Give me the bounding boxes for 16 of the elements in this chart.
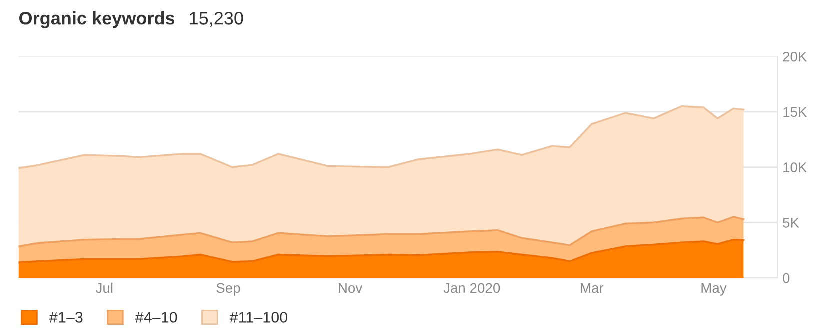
legend-label: #4–10	[135, 312, 178, 323]
y-tick-label: 15K	[784, 107, 808, 118]
y-tick-label: 0	[783, 273, 790, 284]
x-tick-label: Sep	[216, 283, 240, 296]
legend-label: #1–3	[49, 312, 83, 323]
legend-label: #11–100	[230, 312, 288, 323]
chart-title: Organic keywords	[20, 12, 175, 28]
x-tick-label: Nov	[339, 283, 363, 294]
y-tick-label: 5K	[783, 218, 800, 228]
x-tick-label: Jan 2020	[444, 283, 500, 294]
y-tick-label: 10K	[784, 162, 808, 172]
y-tick-label: 20K	[783, 52, 808, 62]
chart-subtitle: 15,230	[190, 12, 244, 27]
x-tick-label: May	[702, 283, 727, 296]
x-tick-label: Jul	[96, 282, 113, 294]
x-tick-label: Mar	[581, 283, 604, 294]
